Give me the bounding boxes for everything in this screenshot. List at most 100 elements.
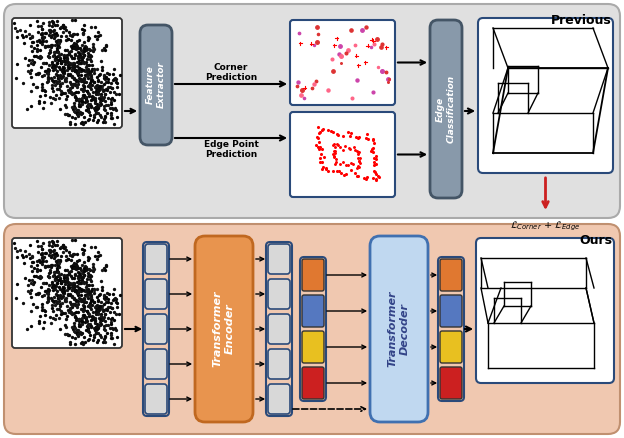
Point: [21, 274, 31, 281]
Point: [10, 244, 20, 251]
Point: [81, 318, 91, 325]
Point: [101, 102, 111, 109]
Point: [72, 289, 82, 296]
Point: [75, 102, 85, 110]
Point: [38, 59, 48, 66]
FancyBboxPatch shape: [145, 244, 167, 274]
Point: [56, 72, 66, 79]
Point: [81, 327, 91, 334]
Point: [74, 286, 84, 293]
Point: [56, 300, 66, 307]
Point: [105, 89, 115, 96]
Point: [103, 321, 113, 328]
Point: [93, 329, 103, 336]
Point: [33, 71, 43, 78]
Point: [293, 78, 303, 85]
Point: [77, 314, 87, 321]
Point: [80, 46, 90, 53]
Point: [80, 118, 90, 125]
Point: [69, 279, 79, 286]
Point: [83, 336, 93, 343]
Point: [84, 291, 94, 298]
Point: [86, 322, 96, 329]
Point: [53, 42, 63, 49]
Point: [92, 106, 102, 113]
Point: [66, 272, 76, 279]
Point: [58, 63, 68, 70]
Point: [55, 57, 65, 64]
Point: [53, 262, 63, 269]
Point: [77, 56, 87, 63]
Point: [69, 335, 79, 342]
Point: [76, 85, 85, 92]
Point: [44, 273, 54, 280]
Point: [34, 320, 44, 327]
Point: [80, 266, 90, 273]
Point: [33, 29, 43, 36]
Point: [32, 237, 42, 244]
Point: [73, 279, 83, 286]
Point: [101, 261, 111, 268]
Point: [76, 96, 86, 103]
Point: [85, 321, 95, 328]
Point: [371, 176, 381, 183]
Point: [59, 285, 69, 292]
Point: [61, 273, 71, 280]
Point: [74, 294, 84, 301]
Point: [74, 284, 84, 291]
Point: [72, 258, 82, 265]
Point: [43, 66, 53, 73]
Point: [69, 286, 79, 293]
Point: [95, 31, 105, 38]
Point: [40, 264, 50, 271]
Point: [383, 76, 393, 83]
Point: [52, 241, 62, 248]
Point: [74, 98, 84, 105]
Point: [94, 291, 104, 298]
Point: [69, 54, 79, 61]
Point: [91, 311, 101, 318]
Point: [31, 52, 41, 59]
Point: [112, 80, 122, 87]
Point: [109, 340, 119, 347]
Point: [62, 303, 72, 310]
Point: [83, 273, 93, 280]
Point: [92, 304, 102, 311]
Point: [371, 176, 381, 183]
Point: [104, 71, 114, 78]
Point: [59, 69, 69, 76]
Point: [373, 173, 383, 180]
Point: [110, 299, 120, 306]
Point: [353, 154, 363, 161]
Point: [52, 59, 62, 66]
Point: [95, 290, 105, 297]
Point: [54, 293, 64, 300]
Point: [353, 148, 363, 155]
Point: [84, 302, 94, 309]
Point: [99, 88, 109, 95]
Point: [72, 274, 82, 281]
Point: [97, 305, 107, 312]
Point: [111, 90, 121, 97]
Point: [94, 252, 104, 259]
Point: [79, 272, 89, 279]
Point: [44, 274, 54, 281]
Point: [65, 281, 75, 288]
Point: [44, 270, 54, 277]
Point: [112, 83, 122, 90]
Point: [92, 297, 102, 304]
Point: [24, 57, 34, 64]
Point: [37, 250, 47, 257]
Point: [81, 263, 91, 270]
Point: [82, 327, 92, 334]
Point: [39, 87, 49, 94]
Point: [67, 17, 77, 24]
Point: [87, 286, 97, 293]
Point: [99, 80, 109, 87]
FancyBboxPatch shape: [145, 384, 167, 414]
Point: [43, 42, 53, 49]
Point: [26, 323, 36, 330]
Point: [95, 92, 105, 99]
Point: [28, 258, 38, 265]
Point: [51, 92, 61, 99]
